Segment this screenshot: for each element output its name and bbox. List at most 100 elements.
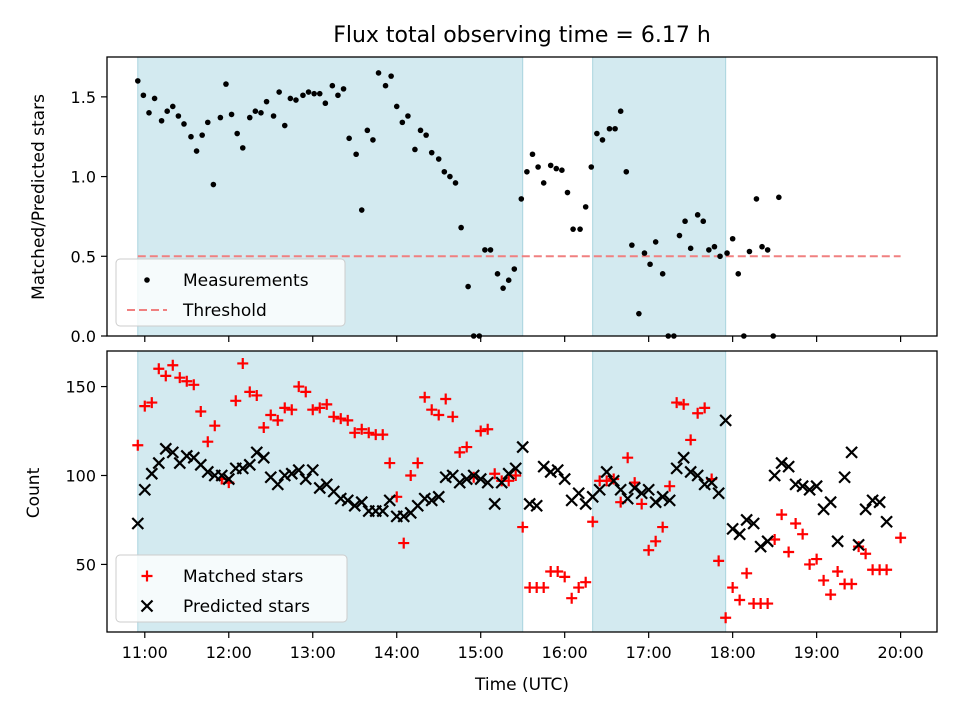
legend-marker-measurements <box>144 277 150 283</box>
data-point-predicted <box>635 487 648 500</box>
data-point-measurement <box>577 226 583 232</box>
data-point-measurement <box>364 127 371 134</box>
data-point-matched <box>153 363 165 375</box>
legend-label: Threshold <box>182 301 267 321</box>
data-point-predicted <box>796 479 809 493</box>
data-point-predicted <box>460 472 473 486</box>
data-point-measurement <box>564 189 571 196</box>
data-point-matched <box>657 521 669 533</box>
data-point-measurement <box>682 218 688 225</box>
data-point-measurement <box>447 173 453 180</box>
data-point-predicted <box>537 460 550 473</box>
data-point-predicted <box>670 462 683 475</box>
data-point-measurement <box>482 247 488 253</box>
data-point-measurement <box>228 111 235 118</box>
data-point-matched <box>853 541 865 553</box>
data-point-measurement <box>270 113 277 119</box>
data-point-predicted <box>705 476 718 489</box>
data-point-measurement <box>382 82 389 89</box>
data-point-measurement <box>652 239 659 245</box>
data-point-predicted <box>201 465 215 479</box>
data-point-predicted <box>775 456 788 470</box>
data-point-measurement <box>487 247 494 253</box>
data-point-measurement <box>735 271 742 277</box>
data-point-measurement <box>322 100 329 107</box>
data-point-measurement <box>223 81 229 87</box>
data-point-measurement <box>706 247 712 253</box>
data-point-measurement <box>151 95 158 102</box>
data-point-matched <box>818 574 830 586</box>
data-point-matched <box>132 439 144 451</box>
data-point-measurement <box>711 243 718 250</box>
shaded-interval-2 <box>592 350 727 633</box>
data-point-matched <box>881 564 893 576</box>
data-point-matched <box>258 421 270 433</box>
data-point-measurement <box>594 130 600 137</box>
data-point-matched <box>188 379 200 391</box>
shaded-interval-2 <box>592 56 727 337</box>
data-point-measurement <box>263 98 270 105</box>
data-point-predicted <box>810 479 823 493</box>
data-point-predicted <box>159 442 173 456</box>
data-point-matched <box>678 398 690 410</box>
data-point-predicted <box>782 460 795 473</box>
data-point-matched <box>447 411 459 423</box>
data-point-measurement <box>623 168 630 175</box>
data-point-predicted <box>747 517 760 530</box>
data-point-matched <box>454 446 466 458</box>
data-point-measurement <box>134 78 141 84</box>
data-point-measurement <box>358 207 365 213</box>
data-point-matched <box>321 398 333 410</box>
data-point-predicted <box>558 472 571 486</box>
data-point-measurement <box>452 180 459 186</box>
data-point-matched <box>398 537 410 549</box>
y-tick-label: 1.0 <box>71 168 96 187</box>
data-point-predicted <box>152 456 166 470</box>
top-panel: 0.0 0.5 1.0 1.5 Measurements Threshold <box>71 56 938 346</box>
data-point-measurement <box>582 204 589 210</box>
data-point-predicted <box>803 483 816 496</box>
data-point-matched <box>461 441 473 453</box>
data-point-measurement <box>175 113 182 119</box>
data-point-measurement <box>540 180 547 186</box>
data-point-matched <box>713 555 725 567</box>
x-tick-label: 18:00 <box>710 643 756 662</box>
x-axis-label: Time (UTC) <box>474 675 569 695</box>
data-point-matched <box>776 509 788 521</box>
data-point-predicted <box>488 497 501 511</box>
data-point-matched <box>895 532 907 544</box>
data-point-measurement <box>428 149 435 156</box>
data-point-measurement <box>687 245 694 252</box>
data-point-matched <box>286 404 298 416</box>
data-point-predicted <box>397 510 411 523</box>
data-point-predicted <box>768 469 781 482</box>
data-point-matched <box>790 518 802 530</box>
data-point-predicted <box>425 494 438 507</box>
legend-marker-predicted <box>140 599 154 613</box>
data-point-matched <box>489 468 501 480</box>
data-point-matched <box>811 553 823 565</box>
data-point-predicted <box>383 494 397 507</box>
data-point-measurement <box>570 226 576 232</box>
data-point-matched <box>629 477 641 489</box>
data-point-matched <box>482 423 494 435</box>
data-point-measurement <box>511 266 518 272</box>
data-point-measurement <box>776 194 782 201</box>
legend-label: Matched stars <box>183 567 303 587</box>
data-point-measurement <box>335 92 341 99</box>
x-tick-label: 11:00 <box>122 643 168 662</box>
data-point-predicted <box>285 467 299 480</box>
data-point-matched <box>517 521 529 533</box>
data-point-predicted <box>873 495 886 509</box>
data-point-predicted <box>453 476 466 489</box>
data-point-matched <box>244 386 256 398</box>
legend-box <box>115 554 348 623</box>
data-point-measurement <box>188 133 194 140</box>
data-point-predicted <box>243 458 257 472</box>
data-point-predicted <box>131 517 145 530</box>
data-point-predicted <box>593 483 606 496</box>
data-point-matched <box>314 402 326 414</box>
data-point-measurement <box>340 86 347 92</box>
data-point-matched <box>559 571 571 583</box>
